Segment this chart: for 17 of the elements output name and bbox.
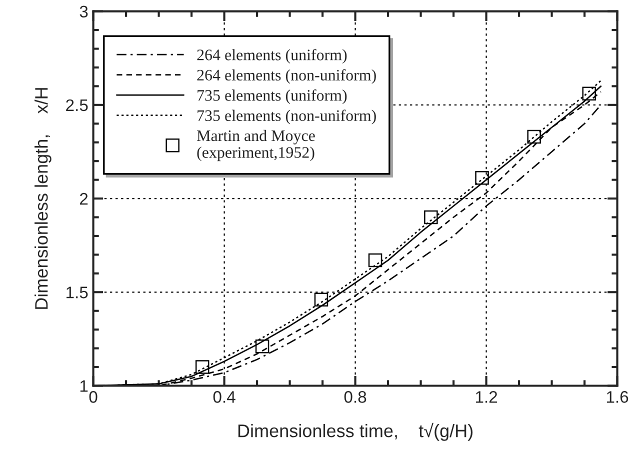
legend-label: 264 elements (uniform)	[197, 48, 347, 64]
y-tick-label: 1	[80, 380, 88, 392]
x-axis-title: Dimensionless time, t√(g/H)	[238, 422, 472, 441]
x-tick-label: 1.6	[606, 391, 628, 403]
x-tick-label: 0	[89, 391, 98, 403]
legend-label: Martin and Moyce (experiment,1952)	[197, 130, 315, 162]
y-tick-label: 2.5	[66, 99, 88, 112]
y-tick-label: 3	[80, 6, 88, 18]
y-tick-label: 1.5	[66, 286, 88, 298]
legend-label: 735 elements (non-uniform)	[198, 110, 376, 124]
x-tick-label: 0.8	[344, 391, 366, 403]
x-tick-label: 1.2	[476, 391, 498, 403]
legend-label: 264 elements (non-uniform)	[197, 69, 376, 84]
y-axis-title: Dimensionless length, x/H	[34, 88, 52, 309]
x-tick-label: 0.4	[213, 391, 236, 403]
legend-label: 735 elements (uniform)	[198, 89, 347, 104]
y-tick-label: 2	[80, 192, 88, 205]
